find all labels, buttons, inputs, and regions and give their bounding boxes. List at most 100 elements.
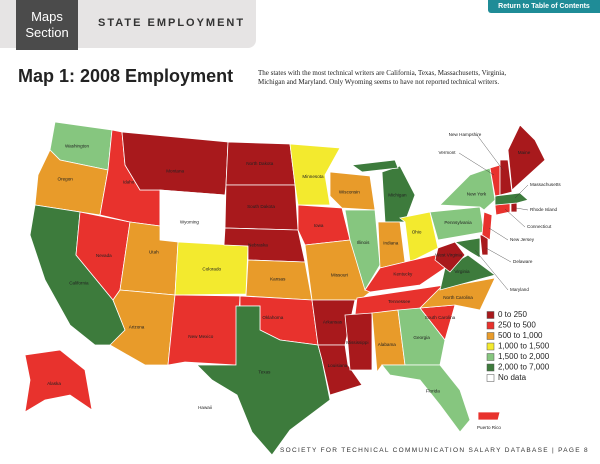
state-shape: [192, 386, 200, 393]
legend-swatch: [486, 332, 495, 340]
legend-swatch: [486, 363, 495, 372]
state-label: Louisiana: [328, 363, 348, 368]
legend-swatch: [486, 311, 495, 319]
state-label: Kentucky: [393, 272, 413, 277]
legend-swatch: [486, 342, 495, 351]
state-shape: [109, 289, 176, 366]
legend-label: No data: [498, 373, 527, 382]
state-shape: [181, 382, 189, 390]
state-label: Colorado: [202, 266, 221, 271]
state-label: Tennessee: [388, 299, 411, 304]
section-badge: Maps Section: [16, 0, 78, 50]
state-shape: [289, 143, 341, 206]
leader-line: [488, 227, 509, 241]
state-shape: [499, 159, 513, 196]
state-label: West Virginia: [435, 253, 462, 258]
leader-line: [458, 152, 495, 176]
state-shape: [196, 305, 331, 456]
state-label: Minnesota: [302, 174, 324, 179]
state-label: Florida: [426, 389, 440, 394]
leader-line: [504, 208, 526, 228]
state-shape: [494, 192, 529, 206]
state-shape: [297, 204, 351, 246]
state-label: Connecticut: [527, 224, 552, 229]
legend-label: 250 to 500: [498, 321, 536, 330]
state-shape: [510, 202, 518, 213]
state-label: Alaska: [47, 381, 61, 386]
state-shape: [507, 124, 546, 191]
state-label: Georgia: [413, 335, 430, 340]
state-shape: [344, 312, 373, 371]
map-title: Map 1: 2008 Employment: [18, 66, 234, 86]
state-label: New Jersey: [510, 237, 535, 242]
state-shape: [219, 399, 233, 415]
state-label: Puerto Rico: [477, 425, 501, 430]
state-shape: [350, 159, 399, 173]
state-label: Virginia: [454, 269, 470, 274]
legend-label: 1,500 to 2,000: [498, 352, 550, 361]
state-label: Wisconsin: [339, 190, 360, 195]
leader-line: [474, 249, 509, 291]
state-label: Utah: [149, 250, 159, 255]
state-label: New York: [467, 191, 487, 196]
state-label: Vermont: [438, 150, 456, 155]
state-label: Indiana: [383, 241, 399, 246]
leader-line: [485, 247, 512, 263]
state-label: Rhode Island: [530, 207, 558, 212]
state-label: Nebraska: [248, 242, 268, 247]
state-label: Michigan: [388, 193, 407, 198]
state-label: Washington: [65, 144, 90, 149]
toc-button[interactable]: Return to Table of Contents: [488, 0, 600, 13]
state-label: Kansas: [270, 277, 286, 282]
state-shape: [453, 237, 481, 259]
state-label: Oregon: [58, 176, 74, 181]
state-shape: [397, 307, 446, 366]
legend-label: 2,000 to 7,000: [498, 363, 550, 372]
state-label: Montana: [166, 169, 184, 174]
state-label: South Dakota: [247, 204, 275, 209]
state-label: Maine: [518, 150, 531, 155]
state-label: California: [69, 280, 89, 285]
state-shape: [329, 171, 376, 211]
legend-label: 0 to 250: [498, 310, 527, 319]
state-label: Wyoming: [180, 220, 200, 225]
state-label: Maryland: [510, 287, 529, 292]
state-label: North Carolina: [443, 295, 473, 300]
state-shape: [317, 344, 363, 396]
state-shape: [24, 349, 93, 413]
state-shape: [159, 189, 226, 246]
state-label: Delaware: [513, 259, 533, 264]
state-shape: [167, 294, 241, 366]
state-label: Nevada: [96, 253, 112, 258]
state-shape: [304, 239, 371, 301]
leader-line: [514, 184, 529, 199]
state-label: Oklahoma: [262, 315, 283, 320]
state-label: Hawaii: [198, 405, 212, 410]
state-shape: [202, 390, 212, 397]
legend-label: 1,000 to 1,500: [498, 342, 550, 351]
state-label: Mississippi: [346, 340, 368, 345]
state-label: Texas: [258, 369, 271, 374]
state-label: Iowa: [314, 223, 324, 228]
legend-swatch: [486, 374, 495, 382]
state-label: Arizona: [129, 324, 145, 329]
state-shape: [418, 277, 496, 311]
state-shape: [344, 209, 381, 291]
state-label: Ohio: [412, 230, 422, 235]
legend-swatch: [486, 353, 495, 361]
state-label: New Hampshire: [449, 132, 482, 137]
state-shape: [399, 211, 439, 263]
state-label: Idaho: [123, 179, 135, 184]
state-label: Pennsylvania: [444, 220, 472, 225]
state-label: Missouri: [331, 273, 348, 278]
state-label: New Mexico: [188, 334, 213, 339]
state-shape: [481, 211, 493, 241]
state-shape: [439, 167, 496, 211]
state-shape: [213, 394, 221, 401]
state-label: Arkansas: [323, 320, 343, 325]
section-line: Section: [25, 25, 69, 40]
state-shape: [381, 364, 471, 433]
state-shape: [434, 241, 466, 273]
state-label: North Dakota: [246, 161, 274, 166]
